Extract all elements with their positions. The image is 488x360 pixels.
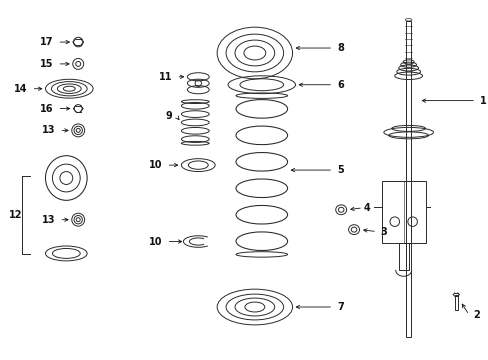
Text: 3: 3 xyxy=(380,226,387,237)
Text: 6: 6 xyxy=(337,80,343,90)
Text: 15: 15 xyxy=(40,59,53,69)
Bar xyxy=(398,243,408,270)
Text: 13: 13 xyxy=(42,215,55,225)
Text: 7: 7 xyxy=(337,302,343,312)
Bar xyxy=(405,21,410,337)
Text: 4: 4 xyxy=(363,203,370,213)
Text: 12: 12 xyxy=(9,210,22,220)
Text: 2: 2 xyxy=(472,310,479,320)
Text: 14: 14 xyxy=(14,84,27,94)
Bar xyxy=(454,294,457,310)
Text: 16: 16 xyxy=(40,104,53,113)
Text: 11: 11 xyxy=(159,72,172,82)
Text: 10: 10 xyxy=(149,237,162,247)
Bar xyxy=(381,181,425,243)
Text: 10: 10 xyxy=(149,160,162,170)
Text: 13: 13 xyxy=(42,125,55,135)
Text: 17: 17 xyxy=(40,37,53,47)
Text: 8: 8 xyxy=(337,43,344,53)
Text: 1: 1 xyxy=(479,96,486,105)
Text: 9: 9 xyxy=(165,112,172,121)
Text: 5: 5 xyxy=(337,165,343,175)
